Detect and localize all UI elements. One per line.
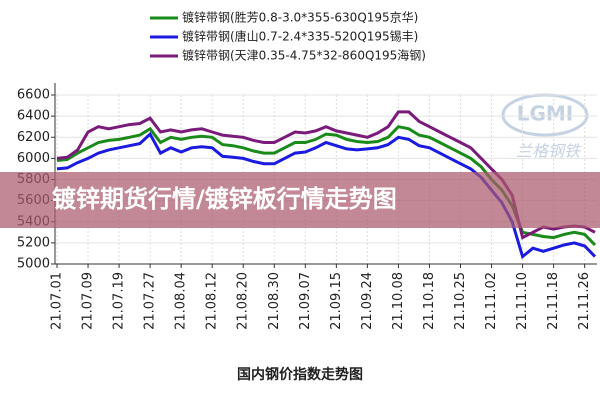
x-tick-label: 21.08.12	[205, 272, 220, 330]
x-tick-label: 21.09.07	[298, 272, 313, 330]
x-tick-label: 21.11.18	[546, 272, 561, 330]
x-tick-label: 21.07.27	[143, 272, 158, 330]
x-tick-label: 21.09.15	[329, 272, 344, 330]
x-tick-label: 21.11.10	[515, 272, 530, 330]
x-tick-label: 21.08.04	[174, 272, 189, 330]
y-tick-label: 6400	[17, 109, 50, 124]
watermark-text: 兰格钢铁	[516, 142, 582, 161]
y-tick-label: 6600	[17, 88, 50, 103]
x-tick-label: 21.11.26	[577, 272, 592, 330]
chart-title: 国内钢价指数走势图	[237, 366, 363, 383]
banner-band	[0, 172, 600, 228]
x-tick-label: 21.10.25	[453, 272, 468, 330]
banner-text: 镀锌期货行情/镀锌板行情走势图	[52, 185, 397, 213]
x-tick-label: 21.07.19	[112, 272, 127, 330]
y-tick-label: 5000	[17, 257, 50, 272]
y-tick-label: 6000	[17, 151, 50, 166]
y-tick-label: 5200	[17, 235, 50, 250]
x-tick-label: 21.07.09	[81, 272, 96, 330]
legend-label: 镀锌带钢(胜芳0.8-3.0*355-630Q195京华)	[182, 10, 418, 25]
x-tick-label: 21.10.18	[422, 272, 437, 330]
watermark: LGMI 兰格钢铁	[501, 93, 589, 161]
legend-label: 镀锌带钢(天津0.35-4.75*32-860Q195海钢)	[182, 48, 426, 63]
y-tick-label: 6200	[17, 130, 50, 145]
x-tick-label: 21.07.01	[50, 272, 65, 330]
legend-label: 镀锌带钢(唐山0.7-2.4*335-520Q195锡丰)	[182, 29, 418, 44]
x-tick-label: 21.11.02	[484, 272, 499, 330]
x-tick-label: 21.10.08	[391, 272, 406, 330]
x-tick-label: 21.09.24	[360, 272, 375, 330]
x-tick-label: 21.08.20	[236, 272, 251, 330]
x-tick-label: 21.08.30	[267, 272, 282, 330]
watermark-text: LGMI	[517, 102, 574, 126]
